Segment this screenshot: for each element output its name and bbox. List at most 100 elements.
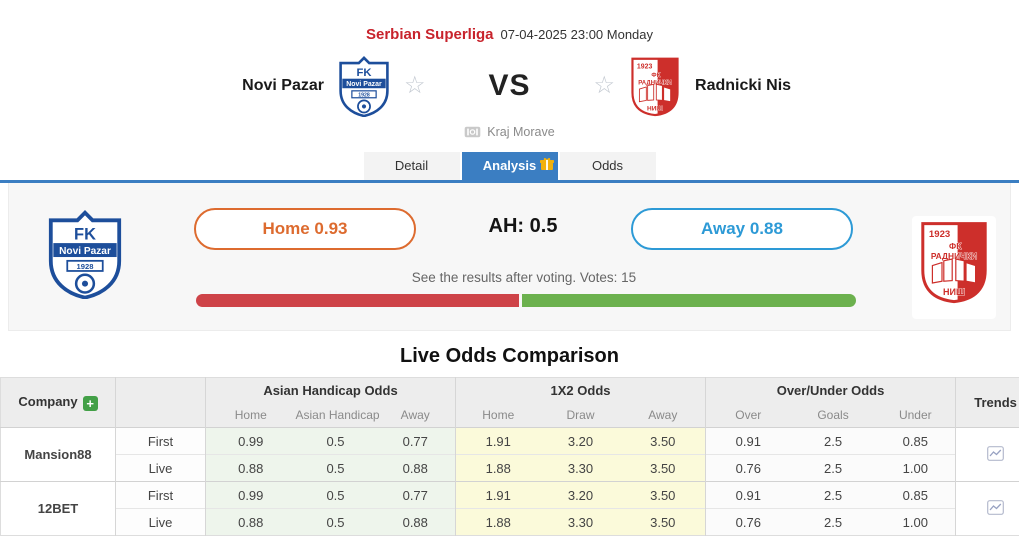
x12-odds-value: 3.50: [620, 454, 706, 482]
odds-row: 12BET First 0.99 0.5 0.77 1.91 3.20 3.50 0.91 2.5…: [0, 481, 1019, 536]
x12-odds-value: 3.30: [540, 508, 621, 536]
match-header: Novi Pazar FK Novi Pazar 1928 ☆ VS ☆ 192…: [0, 51, 1019, 121]
odds-section-title: Live Odds Comparison: [400, 345, 619, 367]
x12-odds-value: 1.88: [455, 508, 541, 536]
league-name: Serbian Superliga: [365, 26, 494, 43]
ou-odds-value: 1.00: [875, 454, 956, 482]
trends-column-header: Trends: [955, 377, 1019, 428]
ou-odds-value: 0.91: [705, 427, 791, 455]
tab-odds[interactable]: Odds: [559, 152, 656, 180]
svg-text:Novi Pazar: Novi Pazar: [346, 81, 382, 88]
ou-odds-value: 0.85: [875, 481, 956, 509]
tab-bar: Detail Analysis Odds: [0, 152, 1019, 180]
ah-home-header: Home: [205, 403, 296, 428]
x12-odds-value: 3.50: [620, 508, 706, 536]
x12-draw-header: Draw: [540, 403, 621, 428]
svg-text:1923: 1923: [929, 229, 950, 240]
away-badge-tile: 1923 ФК РАДНИЧКИ НИШ: [912, 216, 996, 319]
add-company-icon[interactable]: +: [82, 396, 98, 411]
ah-away-header: Away: [375, 403, 456, 428]
svg-text:Novi Pazar: Novi Pazar: [59, 246, 111, 257]
ou-goals-header: Goals: [790, 403, 876, 428]
vote-hint: See the results after voting. Votes: 15: [411, 270, 637, 285]
favorite-star-home-icon[interactable]: ☆: [403, 72, 426, 99]
svg-text:НИШ: НИШ: [943, 287, 965, 297]
ou-odds-value: 2.5: [790, 481, 876, 509]
x12-away-header: Away: [620, 403, 706, 428]
trends-cell: [955, 427, 1019, 482]
svg-text:РАДНИЧКИ: РАДНИЧКИ: [931, 251, 977, 261]
x12-odds-value: 3.50: [620, 481, 706, 509]
match-datetime: 07-04-2025 23:00 Monday: [500, 27, 654, 42]
x12-odds-value: 1.91: [455, 427, 541, 455]
svg-text:НИШ: НИШ: [647, 105, 663, 112]
odds-line-type: Live: [115, 508, 206, 536]
ou-odds-value: 2.5: [790, 508, 876, 536]
ou-under-header: Under: [875, 403, 956, 428]
ou-odds-value: 0.76: [705, 454, 791, 482]
venue-stadium-icon: [464, 126, 481, 138]
svg-text:1928: 1928: [358, 92, 370, 98]
tab-underline: [0, 180, 1019, 183]
svg-text:1923: 1923: [637, 63, 653, 70]
x12-odds-value: 3.20: [540, 481, 621, 509]
company-column-header: Company +: [0, 377, 116, 428]
vote-away-button[interactable]: Away 0.88: [631, 208, 853, 250]
trend-chart-icon[interactable]: [987, 499, 1004, 515]
svg-text:FK: FK: [74, 225, 96, 243]
ou-odds-value: 1.00: [875, 508, 956, 536]
ah-value-label: AH: 0.5: [488, 215, 558, 237]
odds-comparison-table: Company + Asian Handicap Odds 1X2 Odds Ov…: [0, 377, 1019, 536]
ou-group-header: Over/Under Odds: [705, 377, 956, 404]
x12-odds-value: 3.20: [540, 427, 621, 455]
odds-row: Mansion88 First 0.99 0.5 0.77 1.91 3.20 3.50 0.9…: [0, 427, 1019, 482]
company-name[interactable]: Mansion88: [0, 427, 116, 482]
favorite-star-away-icon[interactable]: ☆: [593, 72, 616, 99]
venue-name: Kraj Morave: [487, 125, 555, 139]
x12-odds-value: 3.30: [540, 454, 621, 482]
odds-line-type: First: [115, 427, 206, 455]
ah-odds-value: 0.5: [295, 481, 376, 509]
ah-odds-value: 0.88: [205, 508, 296, 536]
away-team-name: Radnicki Nis: [695, 77, 792, 94]
ah-odds-value: 0.5: [295, 454, 376, 482]
vote-result-bar: [196, 294, 856, 307]
svg-text:ФК: ФК: [651, 72, 660, 78]
vs-label: VS: [488, 69, 531, 102]
svg-text:FK: FK: [356, 67, 372, 79]
vote-bar-home: [196, 294, 520, 307]
trend-chart-icon[interactable]: [987, 445, 1004, 461]
gift-icon[interactable]: [539, 153, 554, 181]
ou-odds-value: 2.5: [790, 454, 876, 482]
ah-odds-value: 0.88: [375, 454, 456, 482]
ah-odds-value: 0.77: [375, 427, 456, 455]
ou-odds-value: 2.5: [790, 427, 876, 455]
ah-group-header: Asian Handicap Odds: [205, 377, 456, 404]
ah-odds-value: 0.88: [375, 508, 456, 536]
ou-over-header: Over: [705, 403, 791, 428]
tab-analysis[interactable]: Analysis: [461, 152, 558, 181]
ah-odds-value: 0.88: [205, 454, 296, 482]
odds-row: Live 0.88 0.5 0.88 1.88 3.30 3.50 0.76 2.5 1.00: [1, 508, 1019, 536]
home-team-badge-large: FK Novi Pazar 1928: [48, 210, 122, 299]
x12-group-header: 1X2 Odds: [454, 377, 706, 404]
company-name[interactable]: 12BET: [0, 481, 116, 536]
x12-odds-value: 3.50: [620, 427, 706, 455]
away-team-badge: 1923 ФК РАДНИЧКИ НИШ: [631, 57, 679, 116]
away-team-block: ☆ 1923 ФК РАДНИЧКИ НИШ Radnicki Nis: [594, 56, 966, 117]
ah-odds-value: 0.5: [295, 508, 376, 536]
league-line: Serbian Superliga 07-04-2025 23:00 Monday: [0, 0, 1019, 43]
venue-line: Kraj Morave: [0, 125, 1019, 139]
away-team-badge-large: 1923 ФК РАДНИЧКИ НИШ: [921, 222, 987, 304]
ah-odds-value: 0.99: [205, 427, 296, 455]
analysis-panel: FK Novi Pazar 1928 1923 ФК РАДНИЧКИ НИШ …: [8, 183, 1011, 331]
tab-detail[interactable]: Detail: [363, 152, 460, 180]
vote-home-button[interactable]: Home 0.93: [194, 208, 416, 250]
ou-odds-value: 0.85: [875, 427, 956, 455]
odds-table-body: Mansion88 First 0.99 0.5 0.77 1.91 3.20 3.50 0.9…: [0, 427, 1019, 536]
odds-line-type: Live: [115, 454, 206, 482]
ah-odds-value: 0.5: [295, 427, 376, 455]
odds-line-type: First: [115, 481, 206, 509]
type-column-header: [115, 377, 206, 428]
trends-cell: [955, 481, 1019, 536]
